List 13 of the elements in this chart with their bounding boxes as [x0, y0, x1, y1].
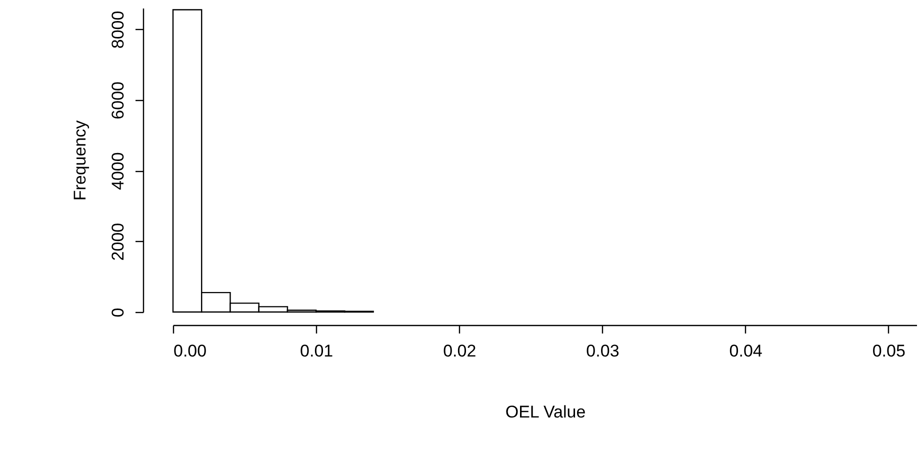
x-tick-label: 0.03: [586, 342, 620, 360]
y-axis-title: Frequency: [70, 120, 90, 201]
x-tick-label: 0.00: [174, 342, 207, 360]
x-tick-label: 0.01: [300, 342, 334, 360]
y-tick-label: 8000: [108, 10, 128, 49]
y-tick-label: 4000: [108, 152, 128, 190]
y-tick-label: 0: [108, 308, 128, 318]
x-axis-title: OEL Value: [505, 402, 586, 422]
x-tick-label: 0.05: [872, 342, 906, 360]
y-tick-label: 6000: [108, 81, 128, 120]
x-tick-label: 0.04: [729, 342, 762, 360]
x-tick-label: 0.02: [443, 342, 476, 360]
y-tick-label: 2000: [108, 222, 128, 261]
